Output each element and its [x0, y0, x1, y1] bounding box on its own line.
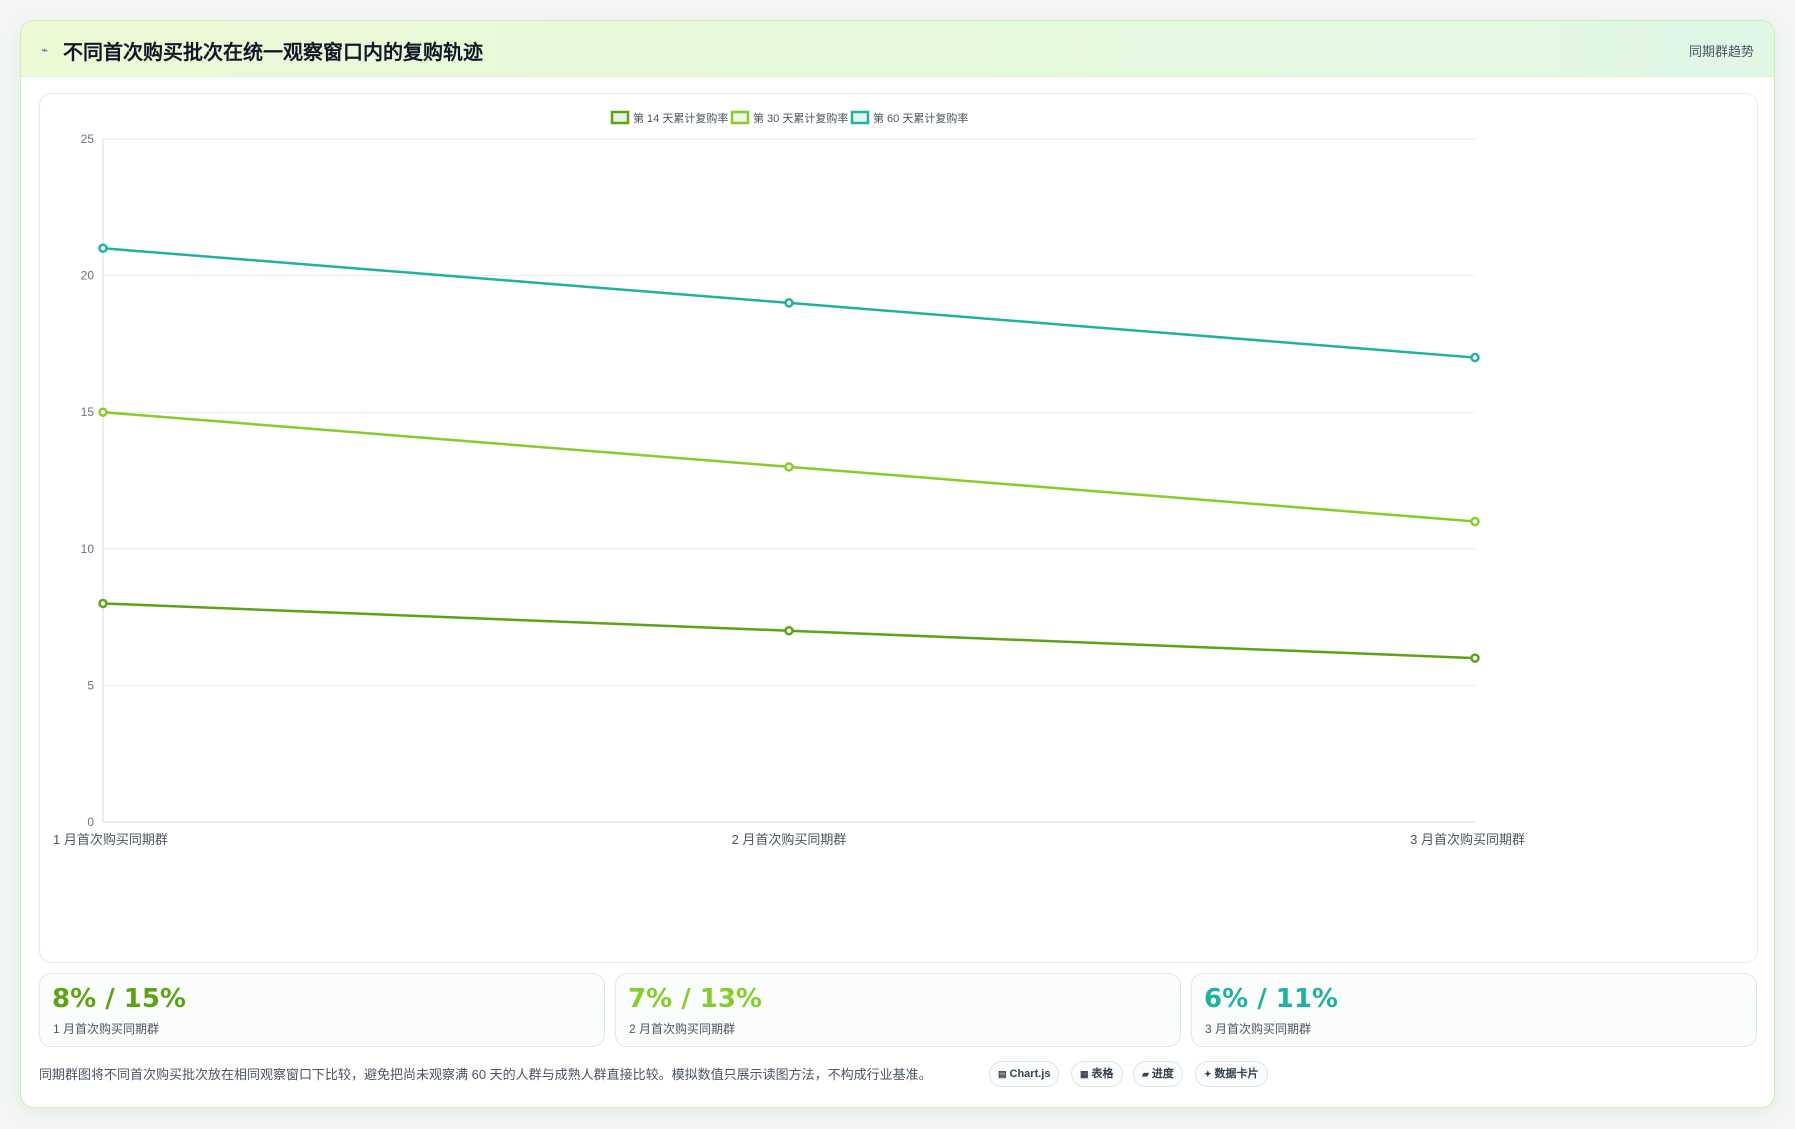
- tag-label: 进度: [1151, 1068, 1174, 1080]
- y-tick-label: 20: [81, 269, 95, 283]
- chart-line-icon: ⌁: [41, 43, 49, 57]
- tag-table[interactable]: ▦ 表格: [1071, 1061, 1123, 1087]
- line-chart: 0 5 10 15 20 25 1 月首次购买同期群 2 月首次购买同期群 3 月首次购买同期群…: [53, 110, 1525, 847]
- legend-swatch: [730, 110, 750, 125]
- legend-label: 第 60 天累计复购率: [873, 111, 968, 125]
- progress-icon: ▰: [1142, 1069, 1149, 1079]
- y-tick-label: 0: [87, 815, 94, 829]
- kpi-value: 7% / 13%: [628, 984, 762, 1014]
- data-point: [1470, 516, 1480, 527]
- y-tick-label: 15: [81, 405, 95, 419]
- data-point: [784, 626, 794, 636]
- data-point: [784, 462, 794, 472]
- data-point: [784, 298, 794, 308]
- data-point: [1470, 653, 1480, 663]
- chart-card: ⌁ 不同首次购买批次在统一观察窗口内的复购轨迹 同期群趋势 0 5 10 15 20 25…: [20, 20, 1775, 1108]
- tag-label: 表格: [1091, 1068, 1114, 1080]
- tag-chartjs[interactable]: ▤ Chart.js: [989, 1061, 1060, 1087]
- kpi-card: 6% / 11% 3 月首次购买同期群: [1191, 973, 1757, 1047]
- data-point: [98, 243, 108, 254]
- sparkle-icon: ✦: [1204, 1069, 1212, 1079]
- tag-label: Chart.js: [1009, 1068, 1051, 1080]
- y-tick-label: 10: [81, 542, 95, 556]
- legend-swatch: [850, 110, 870, 125]
- tag-data-card[interactable]: ✦ 数据卡片: [1195, 1061, 1268, 1087]
- kpi-row: 8% / 15% 1 月首次购买同期群 7% / 13% 2 月首次购买同期群 …: [39, 973, 1758, 1047]
- legend-label: 第 30 天累计复购率: [753, 111, 848, 125]
- x-tick-label: 2 月首次购买同期群: [732, 832, 847, 847]
- kpi-label: 1 月首次购买同期群: [53, 1022, 160, 1036]
- chart-footnote: 同期群图将不同首次购买批次放在相同观察窗口下比较，避免把尚未观察满 60 天的人…: [39, 1067, 932, 1082]
- card-header: ⌁ 不同首次购买批次在统一观察窗口内的复购轨迹 同期群趋势: [21, 21, 1774, 77]
- chart-icon: ▤: [998, 1069, 1007, 1079]
- page-title: 不同首次购买批次在统一观察窗口内的复购轨迹: [63, 42, 483, 64]
- kpi-label: 3 月首次购买同期群: [1205, 1022, 1312, 1036]
- kpi-value: 8% / 15%: [52, 984, 186, 1014]
- tag-progress[interactable]: ▰ 进度: [1133, 1061, 1183, 1087]
- kpi-label: 2 月首次购买同期群: [629, 1022, 736, 1036]
- kpi-value: 6% / 11%: [1204, 984, 1338, 1014]
- table-icon: ▦: [1080, 1069, 1089, 1079]
- kpi-card: 8% / 15% 1 月首次购买同期群: [39, 973, 605, 1047]
- y-tick-label: 25: [81, 132, 95, 146]
- data-point: [98, 407, 108, 417]
- y-tick-label: 5: [87, 678, 94, 692]
- section-tag: 同期群趋势: [1688, 44, 1754, 59]
- legend-swatch: [610, 110, 630, 125]
- data-point: [1470, 352, 1480, 363]
- kpi-card: 7% / 13% 2 月首次购买同期群: [615, 973, 1181, 1047]
- x-tick-label: 1 月首次购买同期群: [53, 832, 168, 847]
- x-tick-label: 3 月首次购买同期群: [1410, 832, 1525, 847]
- chart-panel: 0 5 10 15 20 25 1 月首次购买同期群 2 月首次购买同期群 3 月首次购买同期群…: [39, 93, 1758, 963]
- data-point: [98, 598, 108, 609]
- tag-label: 数据卡片: [1214, 1068, 1259, 1080]
- legend-label: 第 14 天累计复购率: [633, 111, 728, 125]
